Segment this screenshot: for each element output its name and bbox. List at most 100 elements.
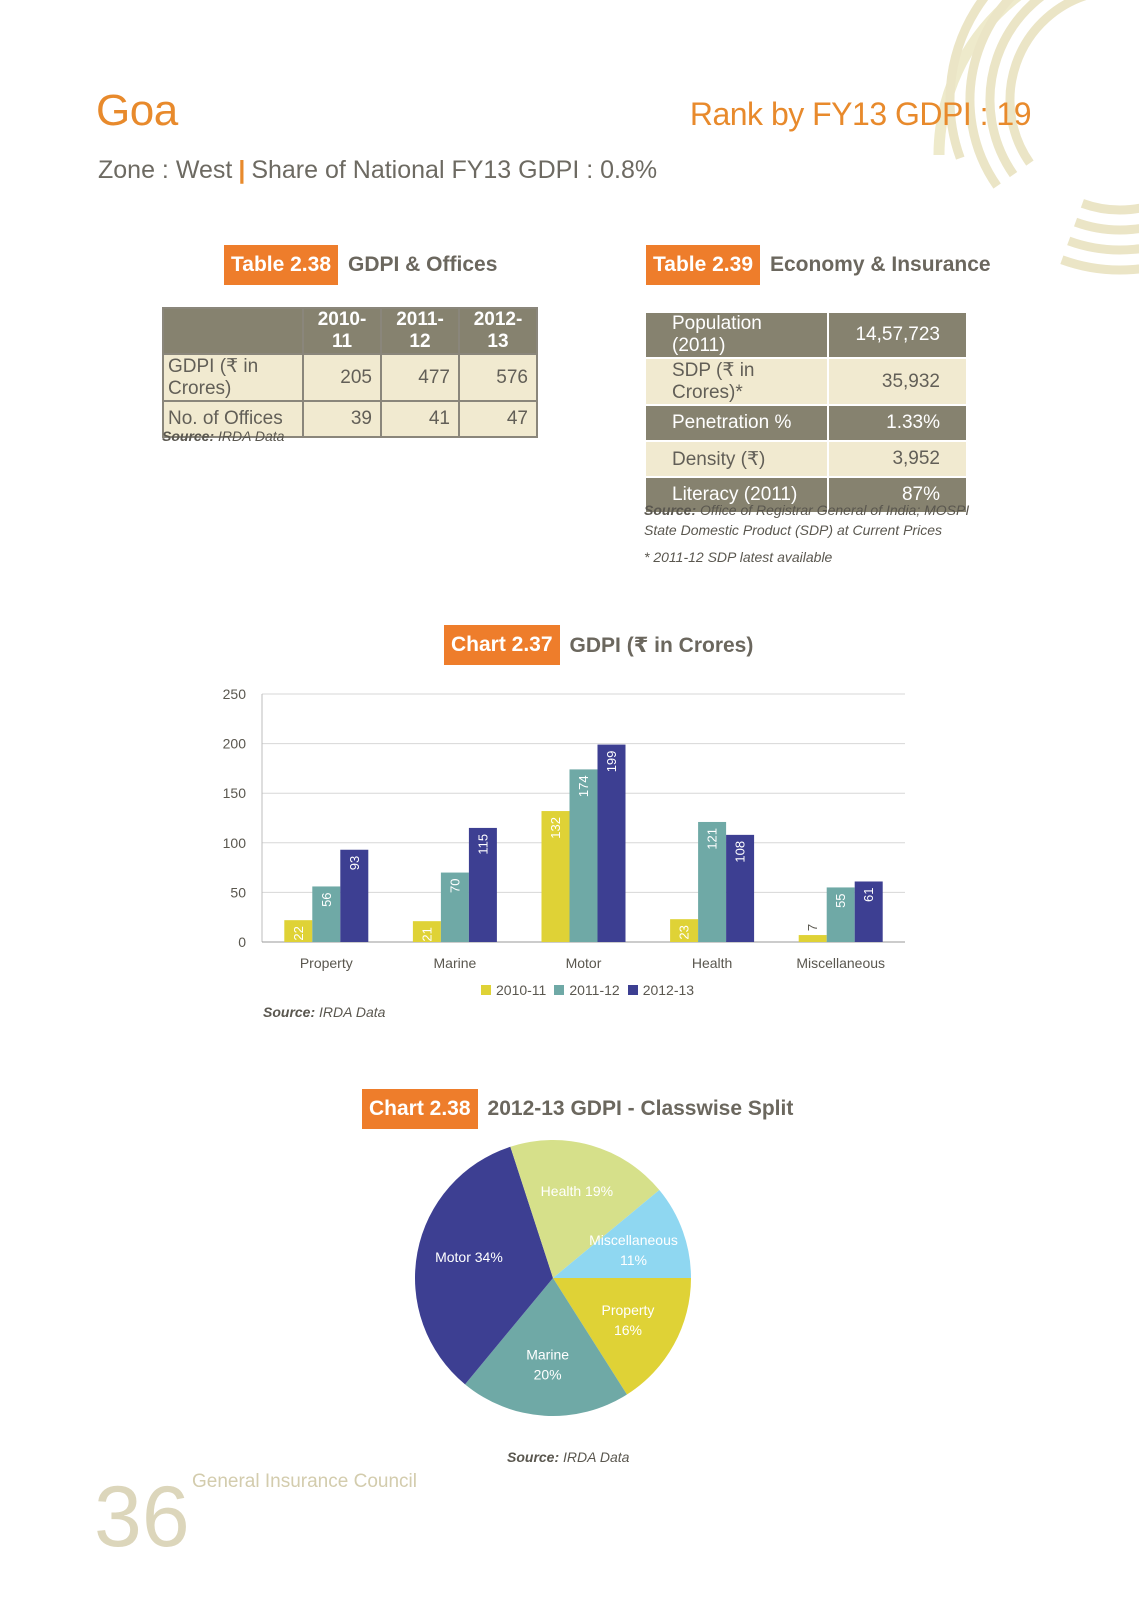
table-238-source: Source: IRDA Data xyxy=(162,426,284,446)
legend-swatch xyxy=(627,985,638,995)
bar-value-label: 108 xyxy=(733,841,748,863)
separator: | xyxy=(238,156,246,184)
y-tick-label: 0 xyxy=(238,934,246,950)
table-238-number: Table 2.38 xyxy=(224,245,338,285)
chart-238-number: Chart 2.38 xyxy=(362,1089,478,1129)
table-row: SDP (₹ in Crores)* 35,932 xyxy=(643,357,968,406)
legend-label: 2010-11 xyxy=(496,982,547,998)
zone-label: Zone : West xyxy=(98,156,233,184)
pie-slice-label: Property 16% xyxy=(602,1302,655,1338)
page-number: 36 xyxy=(94,1469,190,1565)
state-title: Goa xyxy=(96,86,178,135)
chart-238-source: Source: IRDA Data xyxy=(507,1447,629,1467)
legend-item: 2011-12 xyxy=(554,982,620,998)
pie-slice xyxy=(510,1140,660,1278)
bar-value-label: 21 xyxy=(419,927,434,941)
x-category-label: Property xyxy=(300,955,353,971)
bar xyxy=(412,921,441,942)
bar-value-label: 23 xyxy=(677,925,692,939)
bar xyxy=(854,881,883,942)
pie-slice-label: Marine 20% xyxy=(526,1346,569,1382)
cell-value: 47 xyxy=(458,400,538,438)
bar-value-label: 70 xyxy=(447,879,462,893)
bar xyxy=(597,744,626,942)
pie-slice-label: Miscellaneous 11% xyxy=(589,1232,678,1268)
source-text: IRDA Data xyxy=(218,428,285,444)
decorative-arc xyxy=(945,0,1139,275)
bar-chart-legend: 2010-11 2011-12 2012-13 xyxy=(481,982,694,998)
pie-slice-label: Health 19% xyxy=(541,1183,613,1199)
table-header-row: 2010-11 2011-12 2012-13 xyxy=(162,307,538,355)
decorative-arc xyxy=(1005,0,1139,215)
source-label: Source: xyxy=(263,1004,316,1020)
y-tick-label: 250 xyxy=(223,686,247,702)
bar-value-label: 61 xyxy=(861,887,876,901)
y-tick-label: 150 xyxy=(223,785,247,801)
source-line-2: State Domestic Product (SDP) at Current … xyxy=(644,522,942,538)
bar xyxy=(468,827,497,942)
y-tick-label: 100 xyxy=(223,835,247,851)
table-row: Density (₹) 3,952 xyxy=(643,440,968,478)
legend-swatch xyxy=(481,985,491,995)
table-row: No. of Offices 39 41 47 xyxy=(162,400,538,438)
bar xyxy=(826,887,855,942)
bar-value-label: 93 xyxy=(347,856,362,870)
source-text: IRDA Data xyxy=(319,1004,386,1020)
chart-238-heading: Chart 2.38 2012-13 GDPI - Classwise Spli… xyxy=(362,1089,793,1129)
zone-share-line: Zone : West | Share of National FY13 GDPI … xyxy=(98,156,657,185)
cell-value: 576 xyxy=(458,353,538,402)
bar xyxy=(726,834,755,942)
bar xyxy=(312,886,341,942)
pie-slice-label: Motor 34% xyxy=(435,1249,503,1265)
economy-insurance-table: Population (2011) 14,57,723 SDP (₹ in Cr… xyxy=(643,311,968,514)
footnote: * 2011-12 SDP latest available xyxy=(644,549,833,565)
source-label: Source: xyxy=(644,502,697,518)
table-239-title: Economy & Insurance xyxy=(770,253,991,276)
table-row: Literacy (2011) 87% xyxy=(643,476,968,514)
row-label: Density (₹) xyxy=(643,440,830,478)
column-header: 2010-11 xyxy=(302,307,382,355)
table-row: Population (2011) 14,57,723 xyxy=(643,311,968,359)
bar-value-label: 199 xyxy=(604,751,619,773)
bar-value-label: 121 xyxy=(705,828,720,850)
bar xyxy=(284,920,313,942)
table-239-number: Table 2.39 xyxy=(646,245,760,285)
legend-label: 2012-13 xyxy=(642,982,695,998)
table-238-title: GDPI & Offices xyxy=(348,253,498,276)
y-tick-label: 50 xyxy=(230,884,246,900)
pie-slice xyxy=(415,1146,553,1385)
row-label: Population (2011) xyxy=(643,311,830,359)
header-blank-cell xyxy=(162,307,304,355)
row-label: GDPI (₹ in Crores) xyxy=(162,353,304,402)
chart-237-title: GDPI (₹ in Crores) xyxy=(569,633,754,657)
gdpi-bar-chart: 0 50 100 150 200 250 22 56 93 Property 21 70 115 Mari… xyxy=(223,686,905,971)
bar-value-label: 22 xyxy=(291,926,306,940)
chart-238-title: 2012-13 GDPI - Classwise Split xyxy=(487,1097,794,1120)
cell-value: 41 xyxy=(380,400,460,438)
source-label: Source: xyxy=(507,1449,560,1465)
chart-237-number: Chart 2.37 xyxy=(444,625,560,665)
row-value: 14,57,723 xyxy=(827,311,968,359)
bar xyxy=(569,769,598,942)
source-label: Source: xyxy=(162,428,215,444)
classwise-pie-chart: Property 16% Marine 20% Motor 34% Health 19% M… xyxy=(415,1140,691,1416)
x-category-label: Miscellaneous xyxy=(796,955,885,971)
row-value: 3,952 xyxy=(827,440,968,478)
gdpi-offices-table: 2010-11 2011-12 2012-13 GDPI (₹ in Crore… xyxy=(162,307,538,438)
bar xyxy=(798,935,827,942)
y-tick-label: 200 xyxy=(223,736,247,752)
publisher-name: General Insurance Council xyxy=(192,1471,417,1492)
table-239-heading: Table 2.39 Economy & Insurance xyxy=(646,245,991,285)
bar-value-label: 56 xyxy=(319,892,334,906)
row-value: 1.33% xyxy=(827,404,968,442)
row-label: No. of Offices xyxy=(162,400,304,438)
pie-slice xyxy=(465,1278,627,1416)
decorative-arc xyxy=(985,0,1139,235)
rank-label: Rank by FY13 GDPI : 19 xyxy=(689,96,1032,132)
decorative-arc xyxy=(965,0,1139,255)
row-label: SDP (₹ in Crores)* xyxy=(643,357,830,406)
pie-slice xyxy=(553,1190,691,1278)
row-value: 87% xyxy=(827,476,968,514)
bar xyxy=(440,872,469,942)
